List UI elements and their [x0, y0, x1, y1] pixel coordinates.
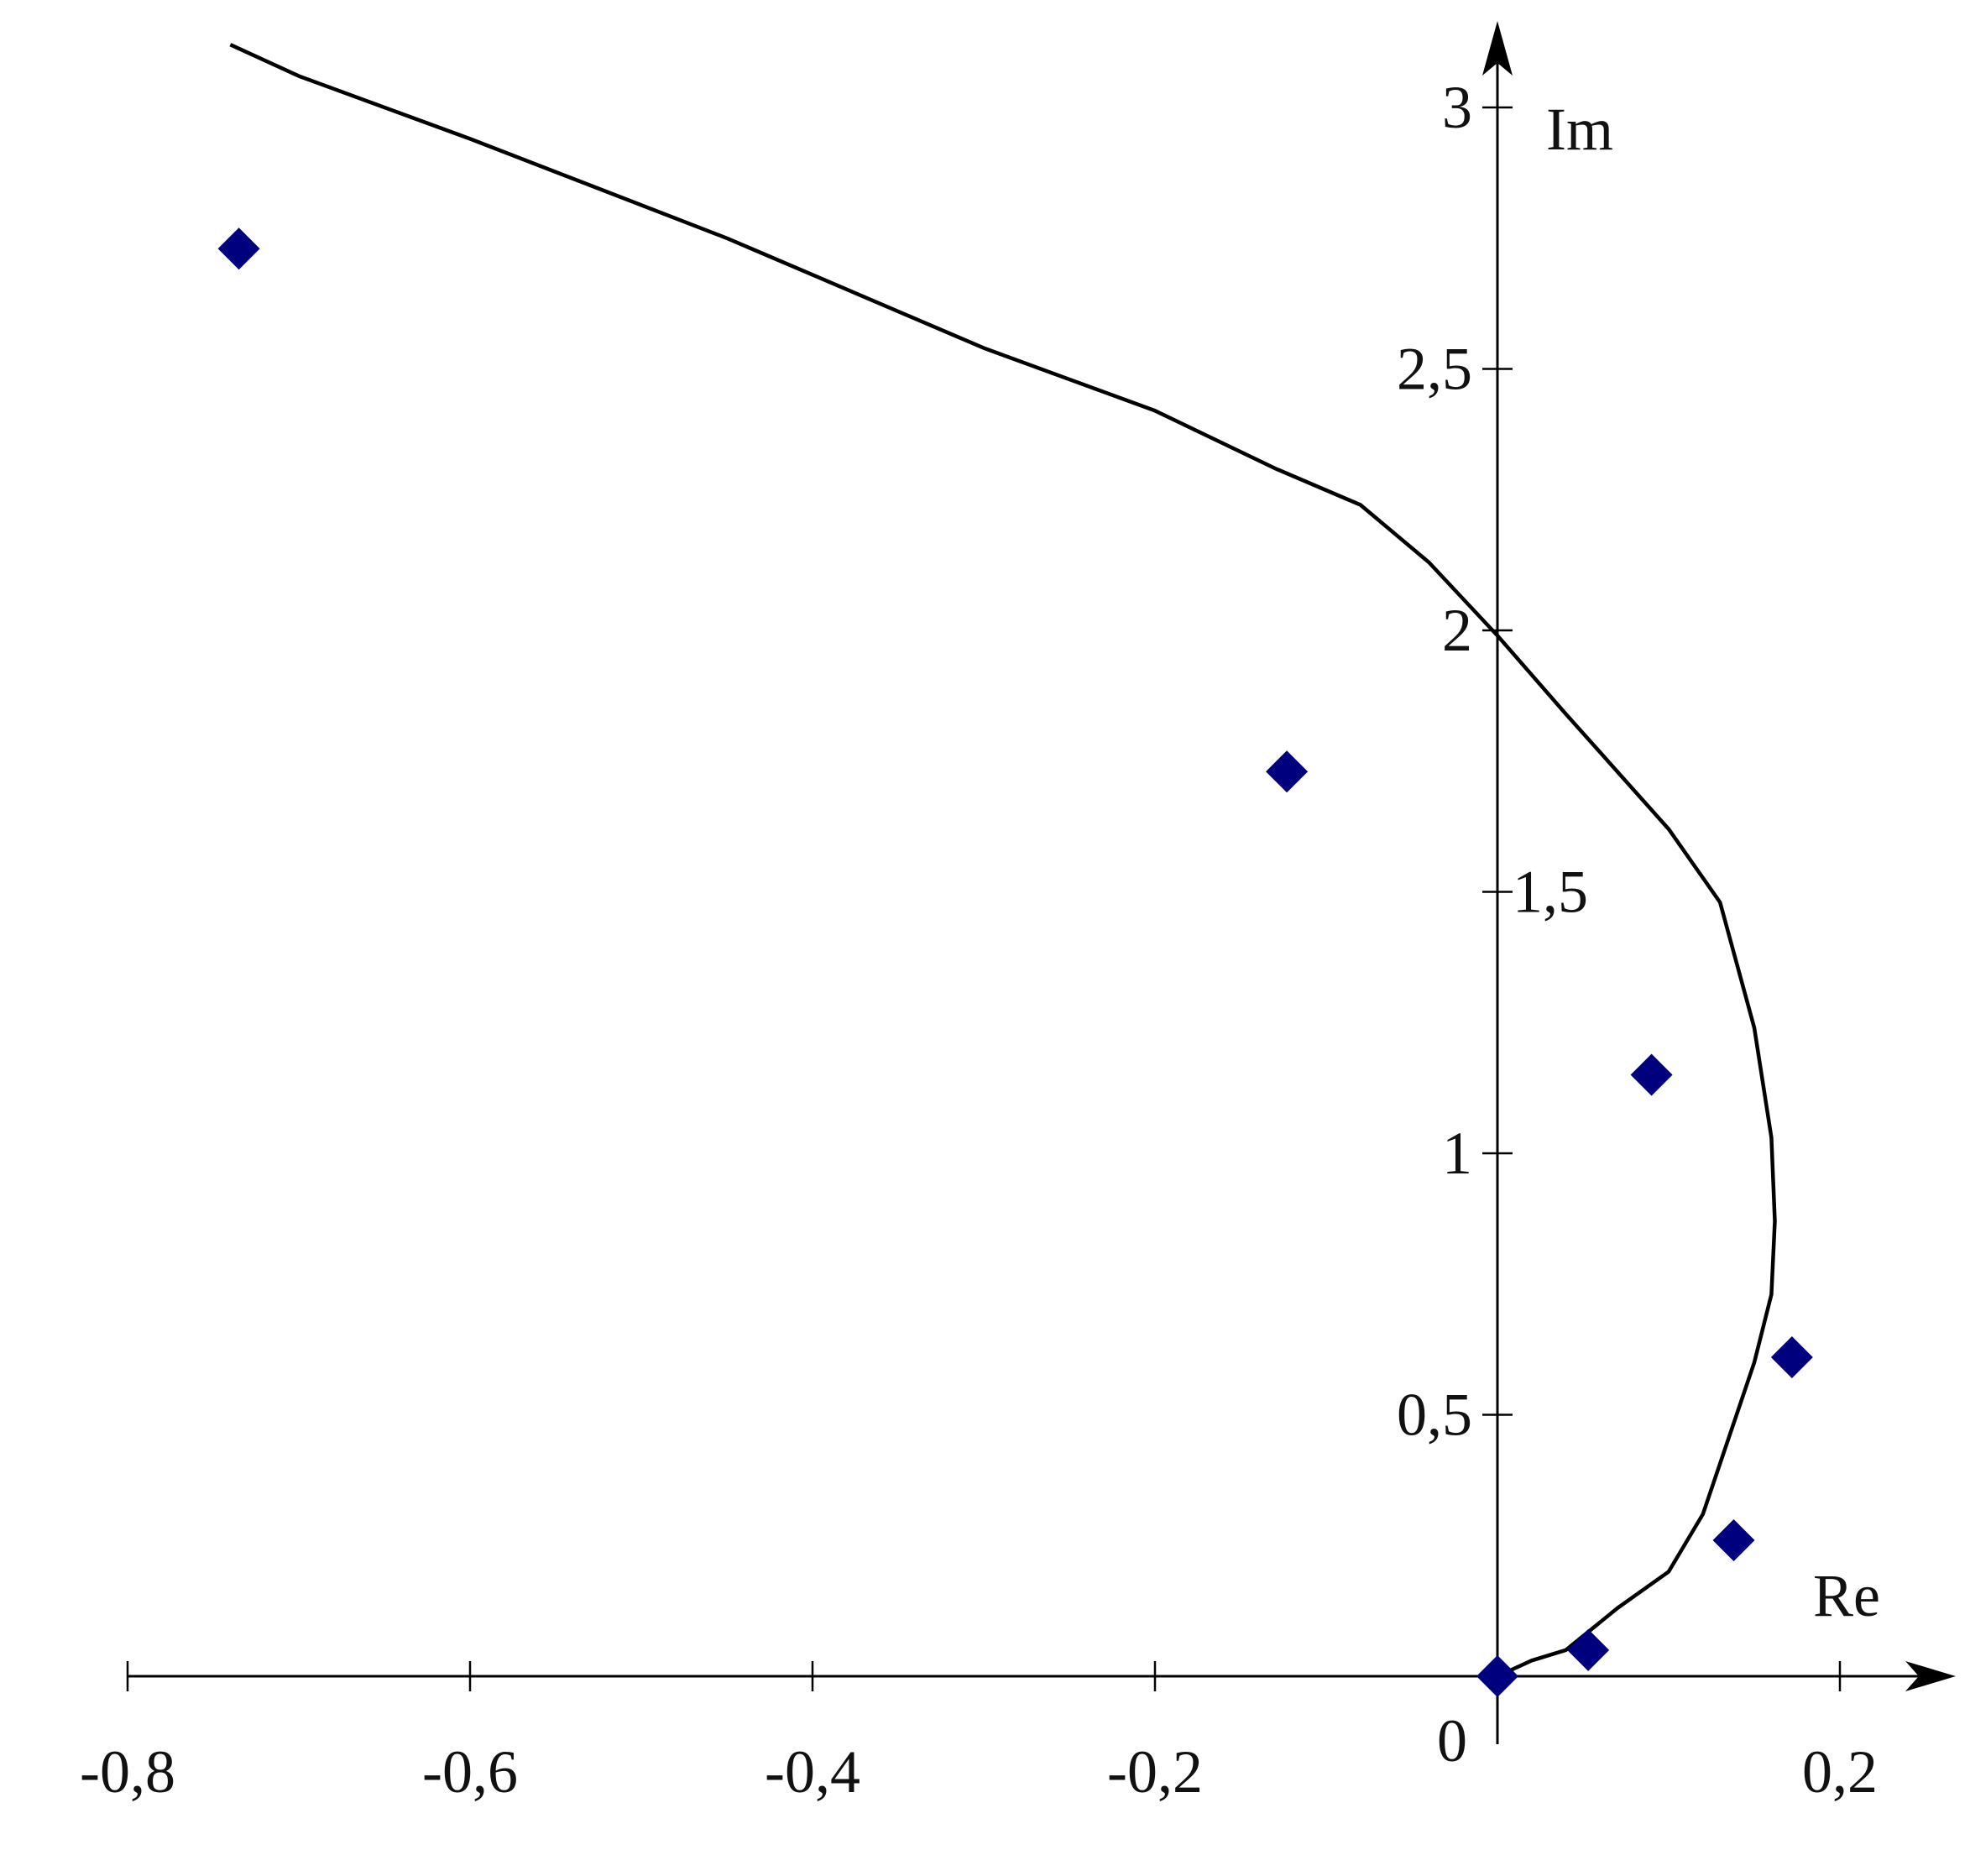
x-tick-label: -0,6 [422, 1738, 518, 1805]
y-tick-label: 0,5 [1397, 1382, 1472, 1449]
x-axis-arrowhead [1905, 1661, 1956, 1691]
ticks [126, 106, 1842, 1691]
data-point-marker [1266, 750, 1309, 793]
y-tick-label: 1 [1442, 1120, 1472, 1187]
x-tick-label: -0,2 [1107, 1738, 1203, 1805]
y-tick-label: 3 [1442, 74, 1472, 141]
y-tick-label: 2,5 [1397, 336, 1472, 403]
y-tick-label: 1,5 [1513, 859, 1588, 926]
x-tick-label: -0,8 [80, 1738, 175, 1805]
data-point-marker [1770, 1335, 1813, 1378]
x-tick-label: -0,4 [765, 1738, 860, 1805]
data-point-marker [1712, 1519, 1755, 1562]
x-tick-label: 0,2 [1802, 1738, 1878, 1805]
axes [128, 21, 1956, 1744]
y-axis-arrowhead [1482, 21, 1513, 76]
data-markers [217, 227, 1813, 1697]
origin-label: 0 [1437, 1707, 1467, 1774]
y-axis-title: Im [1546, 96, 1613, 163]
data-point-marker [1567, 1628, 1610, 1671]
data-point-marker [217, 227, 260, 270]
nyquist-curve [229, 43, 1777, 1679]
x-axis-title: Re [1813, 1562, 1880, 1629]
data-point-marker [1630, 1053, 1673, 1096]
tick-labels: -0,8 -0,6 -0,4 -0,2 0,2 0,5 1 1,5 2 2,5 3 [80, 74, 1878, 1805]
data-point-marker [1476, 1655, 1518, 1697]
y-tick-label: 2 [1442, 597, 1472, 664]
